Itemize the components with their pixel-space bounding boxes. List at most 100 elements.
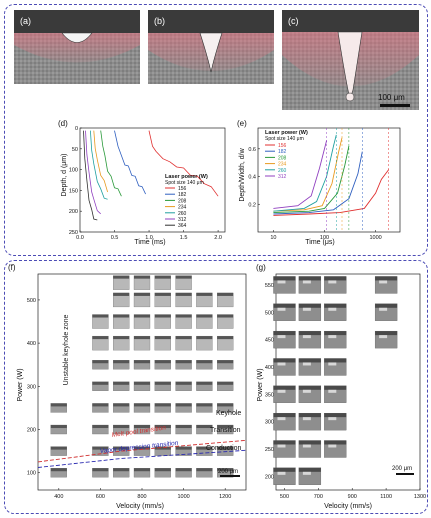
zone-transition-label: Transition (210, 427, 241, 434)
chart-f-thumbnail-band (134, 275, 150, 279)
chart-g-thumbnail-band (273, 440, 296, 445)
chart-f-thumbnail-band (175, 381, 192, 385)
chart-e-ytick-label: 0.6 (248, 147, 256, 153)
chart-f-thumbnail-band (50, 446, 67, 450)
chart-g-thumbnail-highlight (277, 307, 286, 311)
chart-g-thumbnail-highlight (302, 362, 311, 366)
chart-g-thumbnail-highlight (302, 444, 311, 448)
chart-d-ytick-label: 50 (72, 147, 78, 153)
panel-g-label: (g) (256, 263, 266, 272)
chart-g-thumbnail-highlight (277, 417, 286, 421)
chart-f-thumbnail-band (175, 336, 192, 340)
chart-f-thumbnail-band (196, 468, 213, 472)
chart-g-thumbnail-band (324, 331, 347, 336)
chart-f-thumbnail-band (154, 360, 171, 364)
zone-keyhole-label: Keyhole (216, 410, 241, 417)
chart-f-thumbnail-band (154, 403, 171, 407)
chart-g-ytick-label: 300 (265, 420, 274, 426)
chart-g-ytick-label: 200 (265, 474, 274, 480)
chart-g-thumbnail-band (298, 413, 321, 418)
chart-d-legend-label-182: 182 (178, 192, 187, 198)
chart-d-series-156 (148, 130, 219, 197)
chart-g-thumbnail-highlight (328, 444, 337, 448)
chart-d-ytick-label: 0 (75, 126, 78, 132)
chart-g-thumbnail-highlight (328, 335, 337, 339)
chart-d-ytick-label: 150 (69, 188, 78, 194)
chart-e-plot-area (257, 127, 401, 233)
chart-g-thumbnail-highlight (328, 389, 337, 393)
chart-g-thumbnail-highlight (302, 307, 311, 311)
chart-f-thumbnail-band (154, 446, 171, 450)
chart-f-thumbnail-band (217, 381, 234, 385)
panel-c-label: (c) (288, 16, 299, 26)
chart-f-thumbnail-band (154, 336, 171, 340)
chart-f-thumbnail-band (113, 336, 130, 340)
chart-g-thumbnail-band (273, 303, 296, 308)
chart-g-ytick-label: 250 (265, 447, 274, 453)
chart-f-thumbnail-band (50, 425, 67, 429)
chart-g-thumbnail-band (298, 467, 321, 472)
panel-a-label: (a) (20, 16, 31, 26)
chart-d-xtick-label: 1.5 (180, 235, 188, 241)
chart-f-thumbnail-band (92, 446, 109, 450)
chart-g-xtick-label: 1300 (414, 494, 426, 500)
chart-g-thumbnail-band (375, 331, 398, 336)
chart-d-series-364 (83, 130, 98, 221)
chart-g-scalebar-label: 200 μm (392, 466, 412, 472)
chart-f-thumbnail-band (50, 468, 67, 472)
chart-f-thumbnail-band (113, 360, 130, 364)
chart-f-thumbnail-band (217, 468, 234, 472)
chart-d-xtick-label: 0.0 (76, 235, 84, 241)
chart-g-thumbnail-highlight (277, 362, 286, 366)
chart-f-thumbnail-band (92, 425, 109, 429)
chart-g-ytick-label: 550 (265, 283, 274, 289)
chart-f-thumbnail-band (196, 425, 213, 429)
chart-f-scalebar (220, 475, 240, 477)
zone-unstable-label: Unstable keyhole zone (63, 314, 70, 385)
chart-f-thumbnail-band (113, 468, 130, 472)
chart-g-ytick-label: 500 (265, 310, 274, 316)
chart-e-legend-label-156: 156 (278, 143, 287, 149)
chart-g-xtick-label: 1100 (380, 494, 392, 500)
chart-e-ytick-label: 0.2 (248, 202, 256, 208)
chart-g-thumbnail-band (324, 276, 347, 281)
chart-g-xtick-label: 500 (280, 494, 289, 500)
chart-g-xtick-label: 700 (314, 494, 323, 500)
chart-g-thumbnail-highlight (379, 280, 388, 284)
chart-g-thumbnail-highlight (379, 335, 388, 339)
chart-f-thumbnail-band (175, 292, 192, 296)
chart-f-thumbnail-band (113, 314, 130, 318)
chart-f-thumbnail-band (154, 292, 171, 296)
chart-d-xtick-label: 1.0 (145, 235, 153, 241)
chart-f-thumbnail-band (196, 360, 213, 364)
chart-e-series-234 (273, 137, 343, 212)
panel-c-image (282, 10, 419, 110)
chart-f-thumbnail-band (92, 403, 109, 407)
chart-g-xlabel: Velocity (mm/s) (324, 503, 372, 510)
chart-d-legend-label-260: 260 (178, 211, 187, 217)
chart-g-thumbnail-band (298, 358, 321, 363)
chart-d-xlabel: Time (ms) (134, 239, 165, 246)
chart-f-ylabel: Power (W) (17, 368, 24, 401)
chart-e-xtick-label: 100 (320, 235, 329, 241)
chart-f-thumbnail-band (196, 292, 213, 296)
chart-g-thumbnail-band (298, 385, 321, 390)
chart-e-series-182 (273, 151, 363, 215)
chart-f-thumbnail-band (92, 468, 109, 472)
panel-a-image (14, 10, 140, 84)
chart-e-legend-subtitle: Spot size 140 μm (265, 136, 304, 142)
chart-f-thumbnail-band (154, 468, 171, 472)
chart-f-thumbnail-band (217, 292, 234, 296)
chart-f-thumbnail-band (134, 381, 150, 385)
bottom-panel-frame (4, 260, 428, 514)
chart-f-thumbnail-band (175, 314, 192, 318)
chart-f-thumbnail-band (196, 336, 213, 340)
chart-g-thumbnail-highlight (328, 417, 337, 421)
chart-f-thumbnail-band (134, 336, 150, 340)
chart-f-thumbnail-band (134, 360, 150, 364)
chart-g-thumbnail-highlight (277, 335, 286, 339)
chart-g-thumbnail-band (324, 385, 347, 390)
chart-e-series-312 (273, 140, 328, 209)
